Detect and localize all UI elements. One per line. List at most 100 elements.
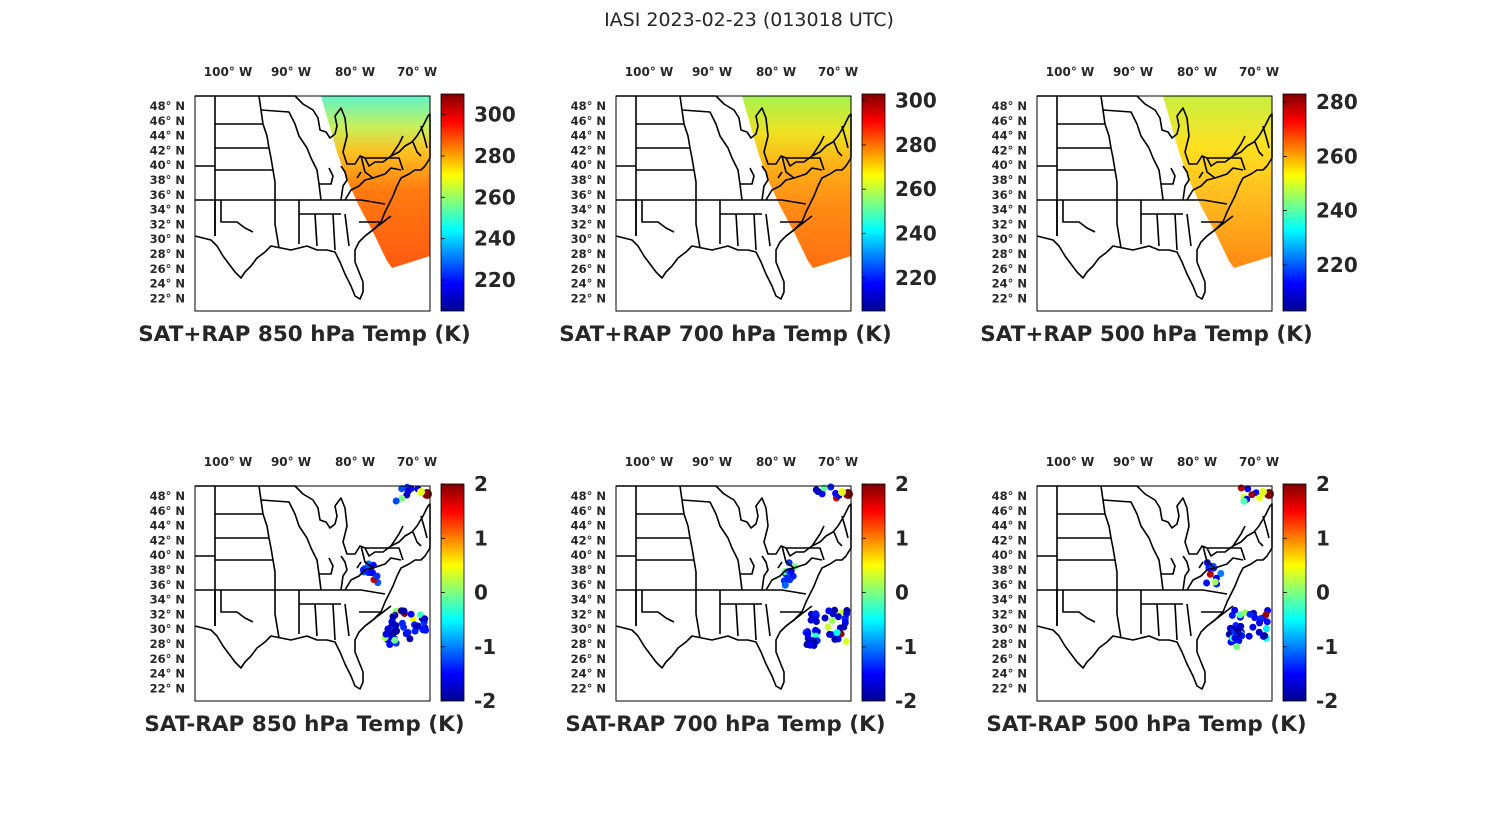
lon-tick-label: 90° W — [1113, 65, 1153, 79]
colorbar-tick-label: 1 — [895, 526, 909, 550]
diff-point — [785, 559, 793, 567]
satellite-swath — [1163, 96, 1272, 268]
lat-tick-label: 26° N — [571, 262, 606, 276]
lat-tick-label: 42° N — [150, 533, 185, 547]
diff-point — [832, 489, 840, 497]
colorbar: 2 1 0 -1 -2 — [861, 472, 917, 713]
lat-tick-label: 40° N — [992, 158, 1027, 172]
lat-tick-label: 24° N — [571, 667, 606, 681]
lat-tick-label: 26° N — [571, 652, 606, 666]
lat-tick-label: 36° N — [571, 578, 606, 592]
lat-tick-label: 34° N — [571, 593, 606, 607]
lat-tick-label: 24° N — [992, 277, 1027, 291]
diff-point — [392, 497, 400, 505]
lat-tick-label: 48° N — [150, 99, 185, 113]
lat-tick-label: 46° N — [571, 114, 606, 128]
lat-tick-label: 28° N — [992, 637, 1027, 651]
lat-tick-label: 26° N — [992, 652, 1027, 666]
lat-tick-label: 38° N — [571, 173, 606, 187]
diff-point — [843, 610, 851, 618]
lat-tick-label: 44° N — [150, 129, 185, 143]
diff-point — [389, 613, 397, 621]
panel-title: SAT-RAP 500 hPa Temp (K) — [986, 712, 1306, 737]
us-map-outline — [1036, 485, 1273, 690]
lon-tick-label: 90° W — [271, 455, 311, 469]
map-frame — [615, 95, 852, 312]
colorbar-tick-label: 0 — [895, 581, 909, 605]
lat-tick-label: 40° N — [150, 548, 185, 562]
lat-tick-label: 38° N — [992, 173, 1027, 187]
diff-point — [1228, 611, 1236, 619]
diff-point — [1211, 578, 1219, 586]
diff-point — [1256, 619, 1263, 627]
diff-point — [392, 627, 399, 635]
lon-tick-label: 100° W — [625, 65, 673, 79]
diff-point — [812, 610, 820, 618]
colorbar-tick-label: 240 — [895, 222, 937, 246]
lat-tick-label: 42° N — [571, 143, 606, 157]
satellite-swath — [742, 96, 851, 268]
diff-point — [838, 488, 846, 496]
lat-tick-label: 34° N — [571, 203, 606, 217]
colorbar-tick-label: 260 — [1316, 144, 1358, 168]
diff-point — [373, 572, 381, 580]
diff-point — [1255, 628, 1263, 636]
diff-point — [840, 623, 848, 631]
colorbar-tick-label: -1 — [474, 635, 496, 659]
lon-tick-label: 70° W — [818, 65, 858, 79]
diff-point — [1231, 606, 1239, 614]
lon-tick-label: 80° W — [756, 455, 796, 469]
diff-point — [814, 488, 822, 496]
diff-point — [1244, 485, 1252, 493]
colorbar: 300 280 260 240 220 — [440, 93, 516, 312]
lat-tick-label: 28° N — [150, 247, 185, 261]
lat-tick-label: 32° N — [571, 607, 606, 621]
diff-point — [825, 607, 833, 615]
lon-tick-label: 90° W — [1113, 455, 1153, 469]
diff-point — [1240, 497, 1248, 505]
diff-point — [406, 635, 414, 643]
map-frame — [1036, 95, 1273, 312]
diff-point — [1263, 618, 1271, 626]
panel-title: SAT+RAP 700 hPa Temp (K) — [559, 322, 891, 347]
diff-point — [1248, 491, 1256, 499]
lat-tick-label: 46° N — [571, 504, 606, 518]
lat-tick-label: 48° N — [992, 99, 1027, 113]
map-frame — [194, 485, 431, 702]
lat-tick-label: 42° N — [992, 143, 1027, 157]
lat-tick-label: 36° N — [571, 188, 606, 202]
figure-title: IASI 2023-02-23 (013018 UTC) — [604, 9, 894, 31]
diff-point — [811, 638, 819, 646]
colorbar-tick-label: 2 — [474, 472, 488, 496]
lat-tick-label: 44° N — [992, 129, 1027, 143]
colorbar-tick-label: 260 — [474, 185, 516, 209]
colorbar-tick-label: -2 — [474, 689, 496, 713]
lat-tick-label: 38° N — [992, 563, 1027, 577]
lon-tick-label: 80° W — [335, 65, 375, 79]
lat-tick-label: 32° N — [150, 607, 185, 621]
lat-tick-label: 38° N — [150, 563, 185, 577]
diff-point — [781, 581, 789, 589]
lat-tick-label: 40° N — [571, 158, 606, 172]
lat-tick-label: 22° N — [150, 291, 185, 305]
diff-point — [828, 617, 836, 624]
lon-tick-label: 90° W — [692, 65, 732, 79]
lat-tick-label: 46° N — [992, 114, 1027, 128]
panel-sat700: 100° W 90° W 80° W 70° W 48° N46° N44° N42° … — [559, 65, 936, 347]
diff-point — [419, 626, 427, 634]
colorbar-tick-label: 300 — [474, 103, 516, 127]
lon-tick-label: 70° W — [1239, 65, 1279, 79]
difference-points — [780, 483, 853, 649]
lon-tick-label: 100° W — [1046, 65, 1094, 79]
diff-point — [1256, 494, 1264, 502]
lat-tick-label: 22° N — [150, 681, 185, 695]
lon-tick-label: 70° W — [397, 455, 437, 469]
lat-tick-label: 24° N — [150, 667, 185, 681]
diff-point — [804, 630, 812, 638]
lat-tick-label: 44° N — [571, 129, 606, 143]
difference-points — [1203, 484, 1274, 651]
lon-tick-label: 100° W — [204, 455, 252, 469]
colorbar-tick-label: 280 — [474, 144, 516, 168]
diff-point — [398, 495, 406, 502]
